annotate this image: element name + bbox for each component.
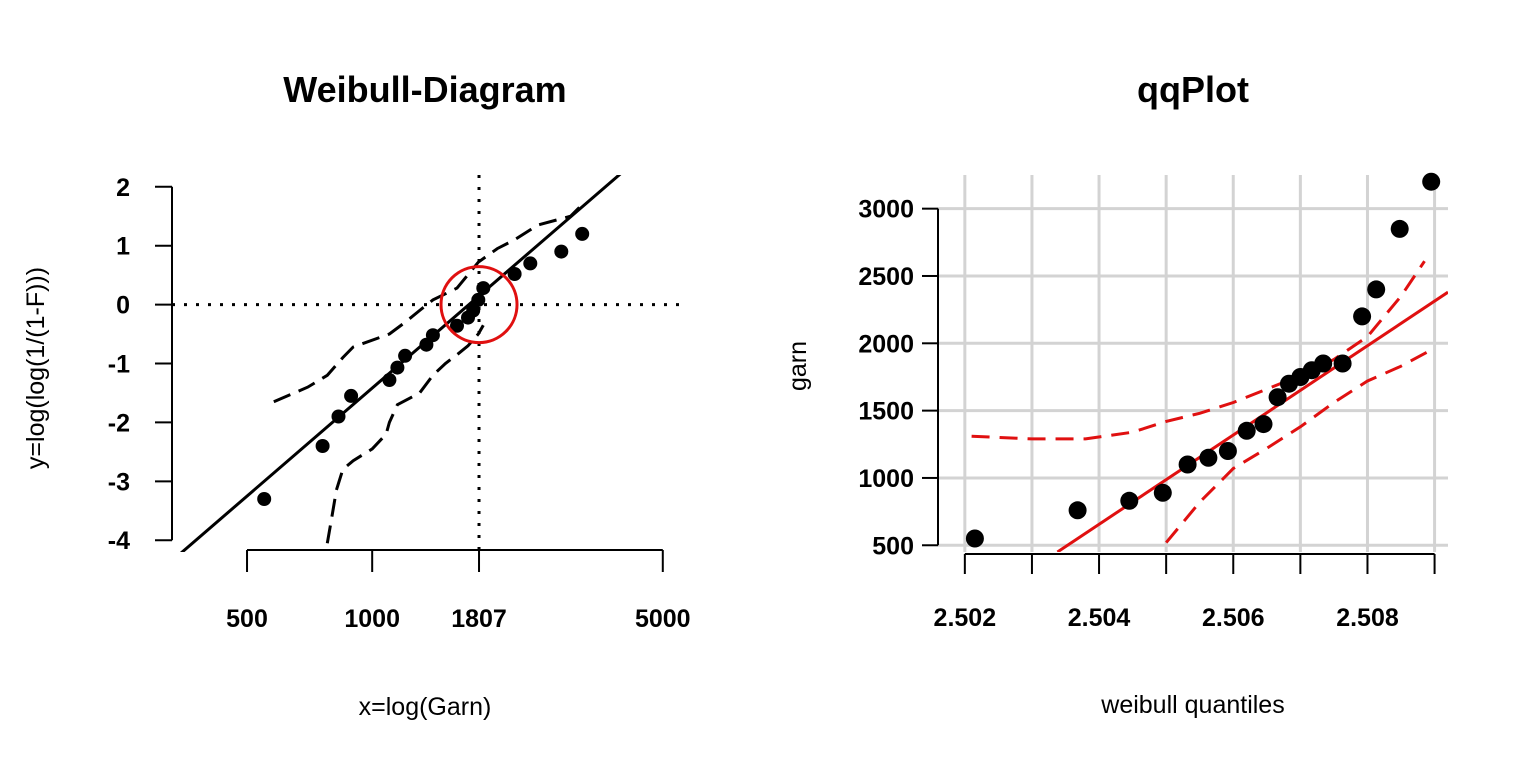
- data-point: [1390, 219, 1409, 238]
- data-point: [1268, 388, 1287, 407]
- data-point: [965, 529, 984, 548]
- data-point: [1237, 421, 1256, 440]
- data-point: [507, 267, 522, 281]
- weibull-diagram-y-axis-label: y=log(log(1/(1-F))): [22, 267, 50, 469]
- data-point: [398, 348, 413, 363]
- y-tick-label: 0: [116, 292, 130, 320]
- data-point: [315, 439, 330, 453]
- weibull-diagram-x-axis-label: x=log(Garn): [359, 693, 492, 721]
- x-tick-label: 1000: [344, 605, 400, 633]
- y-tick-label: -1: [108, 351, 130, 379]
- highlight-circle: [439, 265, 519, 345]
- confidence-band-lower: [325, 324, 485, 544]
- qqplot-confidence-band: [971, 260, 1432, 544]
- data-point: [1120, 491, 1139, 510]
- qqplot-panel: qqPlot weibull quantiles garn 500 1000 150…: [784, 69, 1448, 719]
- data-point: [466, 303, 481, 318]
- data-point: [390, 360, 405, 375]
- qqplot-title: qqPlot: [1137, 69, 1249, 110]
- data-point: [471, 292, 486, 307]
- qqplot-grid: [938, 175, 1448, 552]
- x-tick-label: 500: [226, 605, 268, 633]
- weibull-diagram-points: [257, 226, 590, 506]
- data-point: [331, 409, 346, 424]
- data-point: [257, 492, 272, 506]
- weibull-diagram-reference-lines: [172, 175, 680, 552]
- data-point: [1199, 448, 1218, 467]
- confidence-band-lower: [1165, 348, 1432, 544]
- data-point: [1367, 280, 1386, 299]
- data-point: [1314, 354, 1333, 373]
- data-point: [554, 244, 569, 259]
- y-tick-label: 2500: [858, 263, 914, 291]
- x-tick-label: 2.506: [1202, 604, 1265, 632]
- qqplot-x-axis-label: weibull quantiles: [1100, 691, 1284, 719]
- confidence-band-upper: [273, 203, 584, 404]
- y-tick-label: 3000: [858, 196, 914, 224]
- data-point: [382, 373, 397, 387]
- data-point: [450, 318, 464, 333]
- y-tick-label: -4: [108, 527, 130, 555]
- x-tick-label: 1807: [451, 605, 507, 633]
- weibull-diagram-panel: Weibull-Diagram x=log(Garn) y=log(log(1/…: [22, 69, 691, 721]
- data-point: [575, 226, 590, 241]
- x-tick-label: 2.508: [1336, 604, 1399, 632]
- y-tick-label: 2000: [858, 330, 914, 358]
- data-point: [476, 281, 491, 296]
- data-point: [523, 256, 538, 271]
- data-point: [425, 328, 440, 343]
- y-tick-label: 1500: [858, 398, 914, 426]
- weibull-diagram-title: Weibull-Diagram: [283, 69, 566, 110]
- qq-reference-line: [1056, 290, 1448, 552]
- qqplot-fit-line: [1056, 290, 1448, 552]
- y-tick-label: 1000: [858, 465, 914, 493]
- y-tick-label: 500: [872, 532, 914, 560]
- y-tick-label: 2: [116, 174, 130, 202]
- data-point: [1153, 483, 1172, 502]
- y-tick-label: 1: [116, 233, 130, 261]
- x-tick-label: 5000: [635, 605, 691, 633]
- data-point: [1333, 354, 1352, 373]
- confidence-band-upper: [971, 260, 1426, 441]
- data-point: [1422, 172, 1441, 191]
- y-tick-label: -2: [108, 409, 130, 437]
- data-point: [1218, 442, 1237, 460]
- qqplot-axes: 500 1000 1500 2000 2500 3000 2.502 2.504 2.506 2.…: [858, 196, 1436, 632]
- qqplot-points: [965, 172, 1441, 548]
- data-point: [1178, 455, 1197, 474]
- data-point: [1068, 501, 1087, 520]
- x-tick-label: 2.504: [1068, 604, 1131, 632]
- weibull-diagram-axes: -4 -3 -2 -1 0 1 2 500 1000 1807 5000: [108, 174, 691, 633]
- data-point: [1254, 415, 1273, 434]
- data-point: [1353, 307, 1372, 326]
- data-point: [344, 388, 359, 403]
- weibull-diagram-confidence-band: [273, 203, 584, 544]
- x-tick-label: 2.502: [934, 604, 997, 632]
- qqplot-y-axis-label: garn: [784, 341, 812, 391]
- y-tick-label: -3: [108, 468, 130, 496]
- weibull-diagram-annotation: [439, 265, 519, 345]
